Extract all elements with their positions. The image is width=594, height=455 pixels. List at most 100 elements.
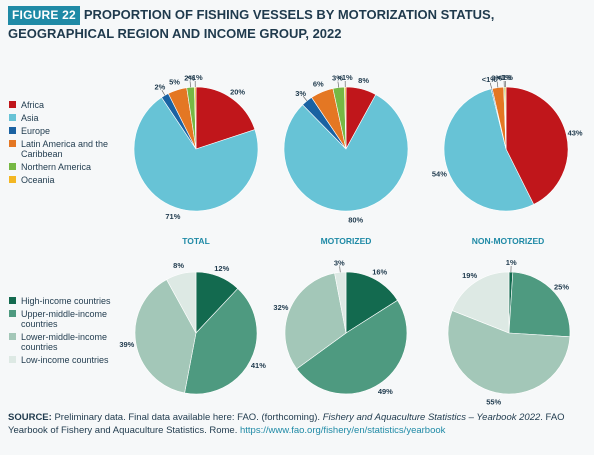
- legend-region-label: Africa: [21, 100, 45, 110]
- pie-leader-line: [496, 81, 499, 88]
- pie-data-label: 5%: [169, 77, 180, 86]
- pie-leader-line: [161, 90, 166, 96]
- pie-data-label: 8%: [173, 261, 184, 270]
- pie-slice: [505, 86, 569, 205]
- pie-slice: [134, 279, 197, 394]
- pie-data-label: 54%: [432, 170, 447, 179]
- source-label: SOURCE:: [8, 412, 52, 423]
- legend-region-swatch: [9, 176, 16, 183]
- pie-data-label: 1%: [506, 258, 517, 267]
- pie-slice: [184, 288, 258, 395]
- legend-income-swatch: [9, 297, 16, 304]
- legend-region-item: Europe: [9, 126, 129, 136]
- pie-data-label: <1%: [498, 73, 514, 82]
- legend-region-swatch: [9, 114, 16, 121]
- legend-income-item: Low-income countries: [9, 355, 129, 365]
- pie-data-label: <1%: [482, 75, 498, 84]
- source-note: SOURCE: Preliminary data. Final data ava…: [8, 411, 588, 437]
- legend-region-label: Oceania: [21, 175, 55, 185]
- pie-leader-line: [189, 81, 191, 88]
- legend-region-swatch: [9, 101, 16, 108]
- pie-slice: [508, 271, 571, 338]
- legend-income: High-income countries Upper-middle-income…: [9, 296, 129, 368]
- panel-title: MOTORIZED: [321, 236, 372, 246]
- legend-income-label: Lower-middle-income countries: [21, 332, 108, 352]
- pie-slice: [345, 271, 398, 334]
- legend-region-swatch: [9, 127, 16, 134]
- pie-slice: [344, 86, 347, 150]
- legend-region-swatch: [9, 140, 16, 147]
- pie-data-label: 20%: [230, 87, 245, 96]
- legend-income-swatch: [9, 356, 16, 363]
- pie-leader-line: [339, 266, 341, 273]
- legend-region-item: Oceania: [9, 175, 129, 185]
- pie-data-label: 12%: [214, 264, 229, 273]
- pie-data-label: 19%: [462, 271, 477, 280]
- pie-data-label: 6%: [313, 80, 324, 89]
- pie-data-label: 8%: [358, 76, 369, 85]
- pie-slice: [334, 271, 347, 334]
- legend-income-label: Upper-middle-income countries: [21, 309, 108, 329]
- pie-data-label: 3%: [332, 74, 343, 83]
- legend-income-item: High-income countries: [9, 296, 129, 306]
- pie-slice: [443, 88, 535, 212]
- pie-data-label: <1%: [337, 73, 353, 82]
- legend-region-item: Northern America: [9, 162, 129, 172]
- pie-slice: [451, 271, 510, 334]
- legend-region: Africa Asia Europe Latin America and the Ca…: [9, 100, 129, 188]
- pie-data-label: 80%: [348, 215, 363, 224]
- pie-data-label: 3%: [334, 258, 345, 267]
- legend-region-item: Asia: [9, 113, 129, 123]
- pie-data-label: <1%: [187, 73, 203, 82]
- pie-leader-line: [302, 96, 308, 102]
- pie-slice: [284, 272, 347, 370]
- legend-income-label: High-income countries: [21, 296, 111, 306]
- source-link[interactable]: https://www.fao.org/fishery/en/statistic…: [240, 425, 446, 436]
- source-italic: Fishery and Aquaculture Statistics – Yea…: [322, 412, 541, 423]
- legend-region-label: Northern America: [21, 162, 92, 172]
- legend-region-label: Latin America and the Caribbean: [21, 139, 109, 159]
- pie-slice: [166, 271, 197, 334]
- legend-income-swatch: [9, 310, 16, 317]
- pie-slice: [504, 86, 507, 150]
- panel-title: NON-MOTORIZED: [472, 236, 545, 246]
- pie-slice: [447, 310, 571, 395]
- legend-region-label: Asia: [21, 113, 39, 123]
- source-text-2: . FAO Yearbook of Fishery and Aquacultur…: [8, 412, 565, 436]
- pie-slice: [133, 97, 259, 212]
- legend-income-swatch: [9, 333, 16, 340]
- pie-data-label: 16%: [372, 268, 387, 277]
- panel-title: TOTAL: [182, 236, 210, 246]
- pie-data-label: <1%: [496, 73, 512, 82]
- figure-header: FIGURE 22 PROPORTION OF FISHING VESSELS B…: [8, 6, 588, 43]
- pie-data-label: 41%: [251, 361, 266, 370]
- pie-data-label: 25%: [554, 283, 569, 292]
- pie-slice: [194, 86, 197, 150]
- legend-region-item: Africa: [9, 100, 129, 110]
- pie-slice: [283, 94, 409, 212]
- source-text-1: Preliminary data. Final data available h…: [51, 412, 323, 423]
- figure-title: FIGURE 22 PROPORTION OF FISHING VESSELS B…: [8, 6, 495, 41]
- pie-data-label: 55%: [486, 397, 501, 406]
- pie-slice: [296, 299, 408, 395]
- pie-leader-line: [489, 82, 492, 89]
- figure-badge: FIGURE 22: [8, 6, 80, 25]
- pie-data-label: 3%: [491, 74, 502, 83]
- legend-income-item: Lower-middle-income countries: [9, 332, 129, 352]
- pie-slice: [195, 86, 256, 150]
- figure-title-text: PROPORTION OF FISHING VESSELS BY MOTORIZ…: [8, 7, 495, 41]
- legend-region-label: Europe: [21, 126, 51, 136]
- pie-data-label: 32%: [273, 303, 288, 312]
- legend-income-item: Upper-middle-income countries: [9, 309, 129, 329]
- pie-data-label: 43%: [568, 129, 583, 138]
- legend-region-swatch: [9, 163, 16, 170]
- pie-leader-line: [337, 81, 339, 88]
- pie-data-label: 39%: [119, 340, 134, 349]
- pie-data-label: 3%: [295, 89, 306, 98]
- legend-region-item: Latin America and the Caribbean: [9, 139, 129, 159]
- pie-data-label: 2%: [154, 83, 165, 92]
- pie-data-label: 2%: [184, 73, 195, 82]
- legend-income-label: Low-income countries: [21, 355, 109, 365]
- pie-data-label: 49%: [378, 387, 393, 396]
